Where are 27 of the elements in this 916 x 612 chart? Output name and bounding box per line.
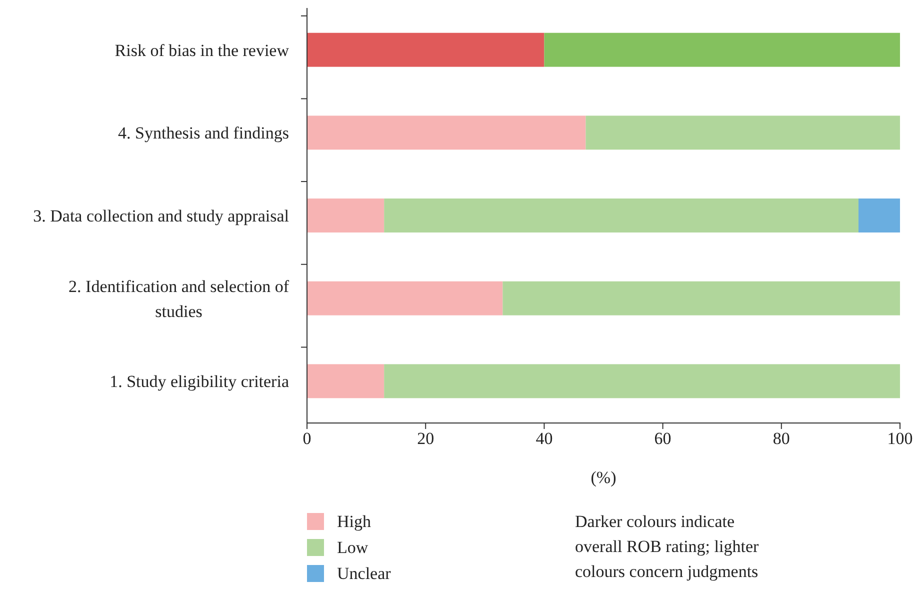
- y-tick-label: Risk of bias in the review: [114, 40, 290, 60]
- x-tick-label: 20: [417, 429, 434, 448]
- bar: [307, 116, 586, 150]
- bar: [307, 32, 544, 67]
- x-tick-label: 100: [887, 429, 913, 448]
- legend-label: Unclear: [337, 564, 392, 583]
- bar: [502, 281, 900, 316]
- y-tick-label: 1. Study eligibility criteria: [110, 372, 290, 392]
- y-tick-label: 3. Data collection and study appraisal: [33, 206, 290, 226]
- bar: [307, 198, 384, 232]
- x-tick-label: 40: [536, 429, 553, 448]
- y-tick-label: 4. Synthesis and findings: [118, 124, 289, 143]
- x-tick-label: 0: [302, 429, 312, 448]
- bar: [586, 116, 900, 150]
- text: Darker colours indicate overall ROB rating; lighter colours concern judgments: [575, 512, 759, 581]
- legend-label: High: [337, 512, 372, 531]
- x-axis-title: (%): [590, 468, 616, 487]
- bar: [307, 281, 503, 316]
- bar: [307, 364, 384, 398]
- bar: [544, 32, 900, 67]
- legend-label: Low: [337, 538, 369, 557]
- y-tick-label: 2. Identification and selection of studies: [68, 276, 290, 321]
- x-tick-label: 80: [772, 429, 790, 448]
- bar: [384, 198, 858, 232]
- bar: [384, 364, 900, 398]
- x-tick-label: 60: [654, 429, 672, 448]
- bar: [858, 198, 900, 232]
